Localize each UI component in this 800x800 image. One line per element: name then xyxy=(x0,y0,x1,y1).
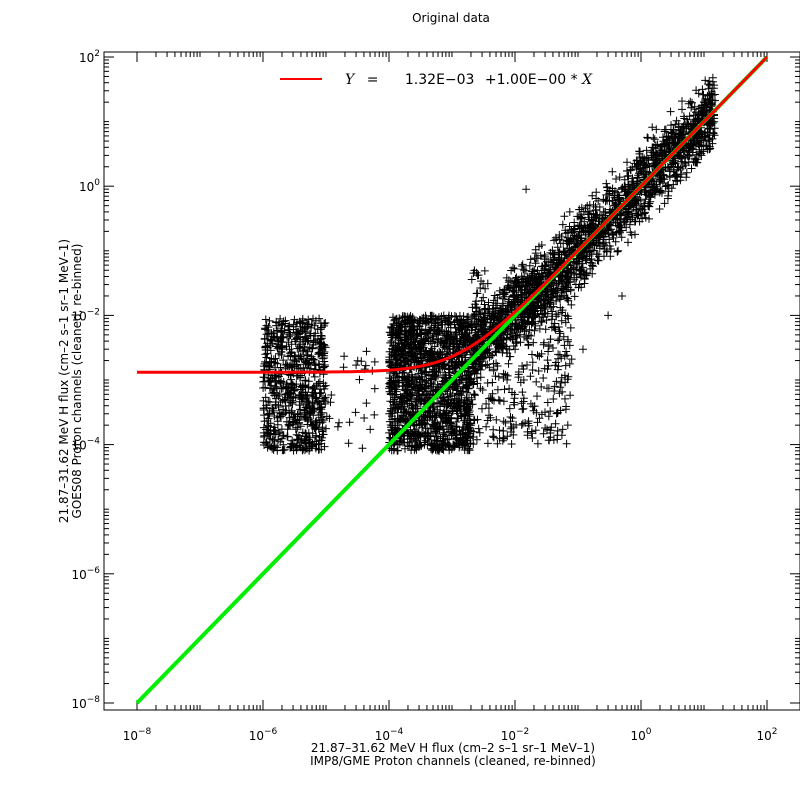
y-tick-label-exp: 0 xyxy=(94,178,100,188)
legend-equation: Y = 1.32E−03 +1.00E−00 * X xyxy=(345,72,593,88)
legend-times: * xyxy=(571,72,578,88)
y-tick-label-base: 10 xyxy=(71,309,86,323)
y-tick-label-exp: −4 xyxy=(87,437,101,447)
x-tick-label: 10−4 xyxy=(375,727,404,743)
y-tick-label: 10−6 xyxy=(71,566,100,582)
x-tick-labels: 10−8 10−6 10−4 10−2 100 102 xyxy=(123,727,778,743)
x-axis-sublabel: IMP8/GME Proton channels (cleaned, re-bi… xyxy=(310,754,596,768)
legend-slope: +1.00E−00 xyxy=(485,72,566,88)
legend: Y = 1.32E−03 +1.00E−00 * X xyxy=(280,72,593,88)
x-tick-label-base: 10 xyxy=(756,729,771,743)
chart-title: Original data xyxy=(412,11,490,25)
x-axis-label: 21.87–31.62 MeV H flux (cm–2 s–1 sr–1 Me… xyxy=(311,741,595,755)
y-tick-label: 10−2 xyxy=(71,307,100,323)
y-tick-label: 100 xyxy=(79,178,100,194)
y-tick-label-base: 10 xyxy=(71,568,86,582)
x-tick-label-exp: −4 xyxy=(390,727,404,737)
y-tick-label-base: 10 xyxy=(71,439,86,453)
y-tick-label-exp: 2 xyxy=(94,49,100,59)
y-tick-label: 10−8 xyxy=(71,695,100,711)
x-tick-label-exp: 2 xyxy=(772,727,778,737)
y-tick-label-base: 10 xyxy=(79,180,94,194)
scatter-points xyxy=(259,73,719,455)
x-tick-label-base: 10 xyxy=(375,729,390,743)
x-tick-label-exp: −6 xyxy=(264,727,278,737)
x-tick-label-base: 10 xyxy=(123,729,138,743)
x-tick-label-base: 10 xyxy=(501,729,516,743)
x-tick-label-base: 10 xyxy=(630,729,645,743)
y-axis-label: 21.87–31.62 MeV H flux (cm–2 s–1 sr–1 Me… xyxy=(57,239,71,523)
legend-x-var: X xyxy=(581,72,593,88)
x-tick-label: 10−2 xyxy=(501,727,530,743)
x-tick-label: 100 xyxy=(630,727,651,743)
y-tick-label-base: 10 xyxy=(71,697,86,711)
legend-y-var: Y xyxy=(345,72,356,88)
x-tick-label: 10−8 xyxy=(123,727,152,743)
x-tick-label: 10−6 xyxy=(249,727,278,743)
x-tick-label-base: 10 xyxy=(249,729,264,743)
x-tick-label: 102 xyxy=(756,727,777,743)
x-tick-label-exp: 0 xyxy=(646,727,652,737)
y-tick-label-exp: −6 xyxy=(87,566,101,576)
y-tick-label: 10−4 xyxy=(71,437,100,453)
y-tick-label: 102 xyxy=(79,49,100,65)
y-axis-sublabel: GOES08 Proton channels (cleaned, re-binn… xyxy=(70,244,84,519)
legend-intercept: 1.32E−03 xyxy=(405,72,475,88)
x-tick-label-exp: −8 xyxy=(138,727,152,737)
axis-ticks xyxy=(104,52,800,710)
x-tick-label-exp: −2 xyxy=(516,727,529,737)
y-tick-label-base: 10 xyxy=(79,51,94,65)
scatter-markers xyxy=(259,73,719,455)
legend-equals: = xyxy=(367,72,379,88)
fit-line xyxy=(137,55,769,374)
y-tick-label-exp: −2 xyxy=(87,307,100,317)
y-tick-label-exp: −8 xyxy=(87,695,101,705)
